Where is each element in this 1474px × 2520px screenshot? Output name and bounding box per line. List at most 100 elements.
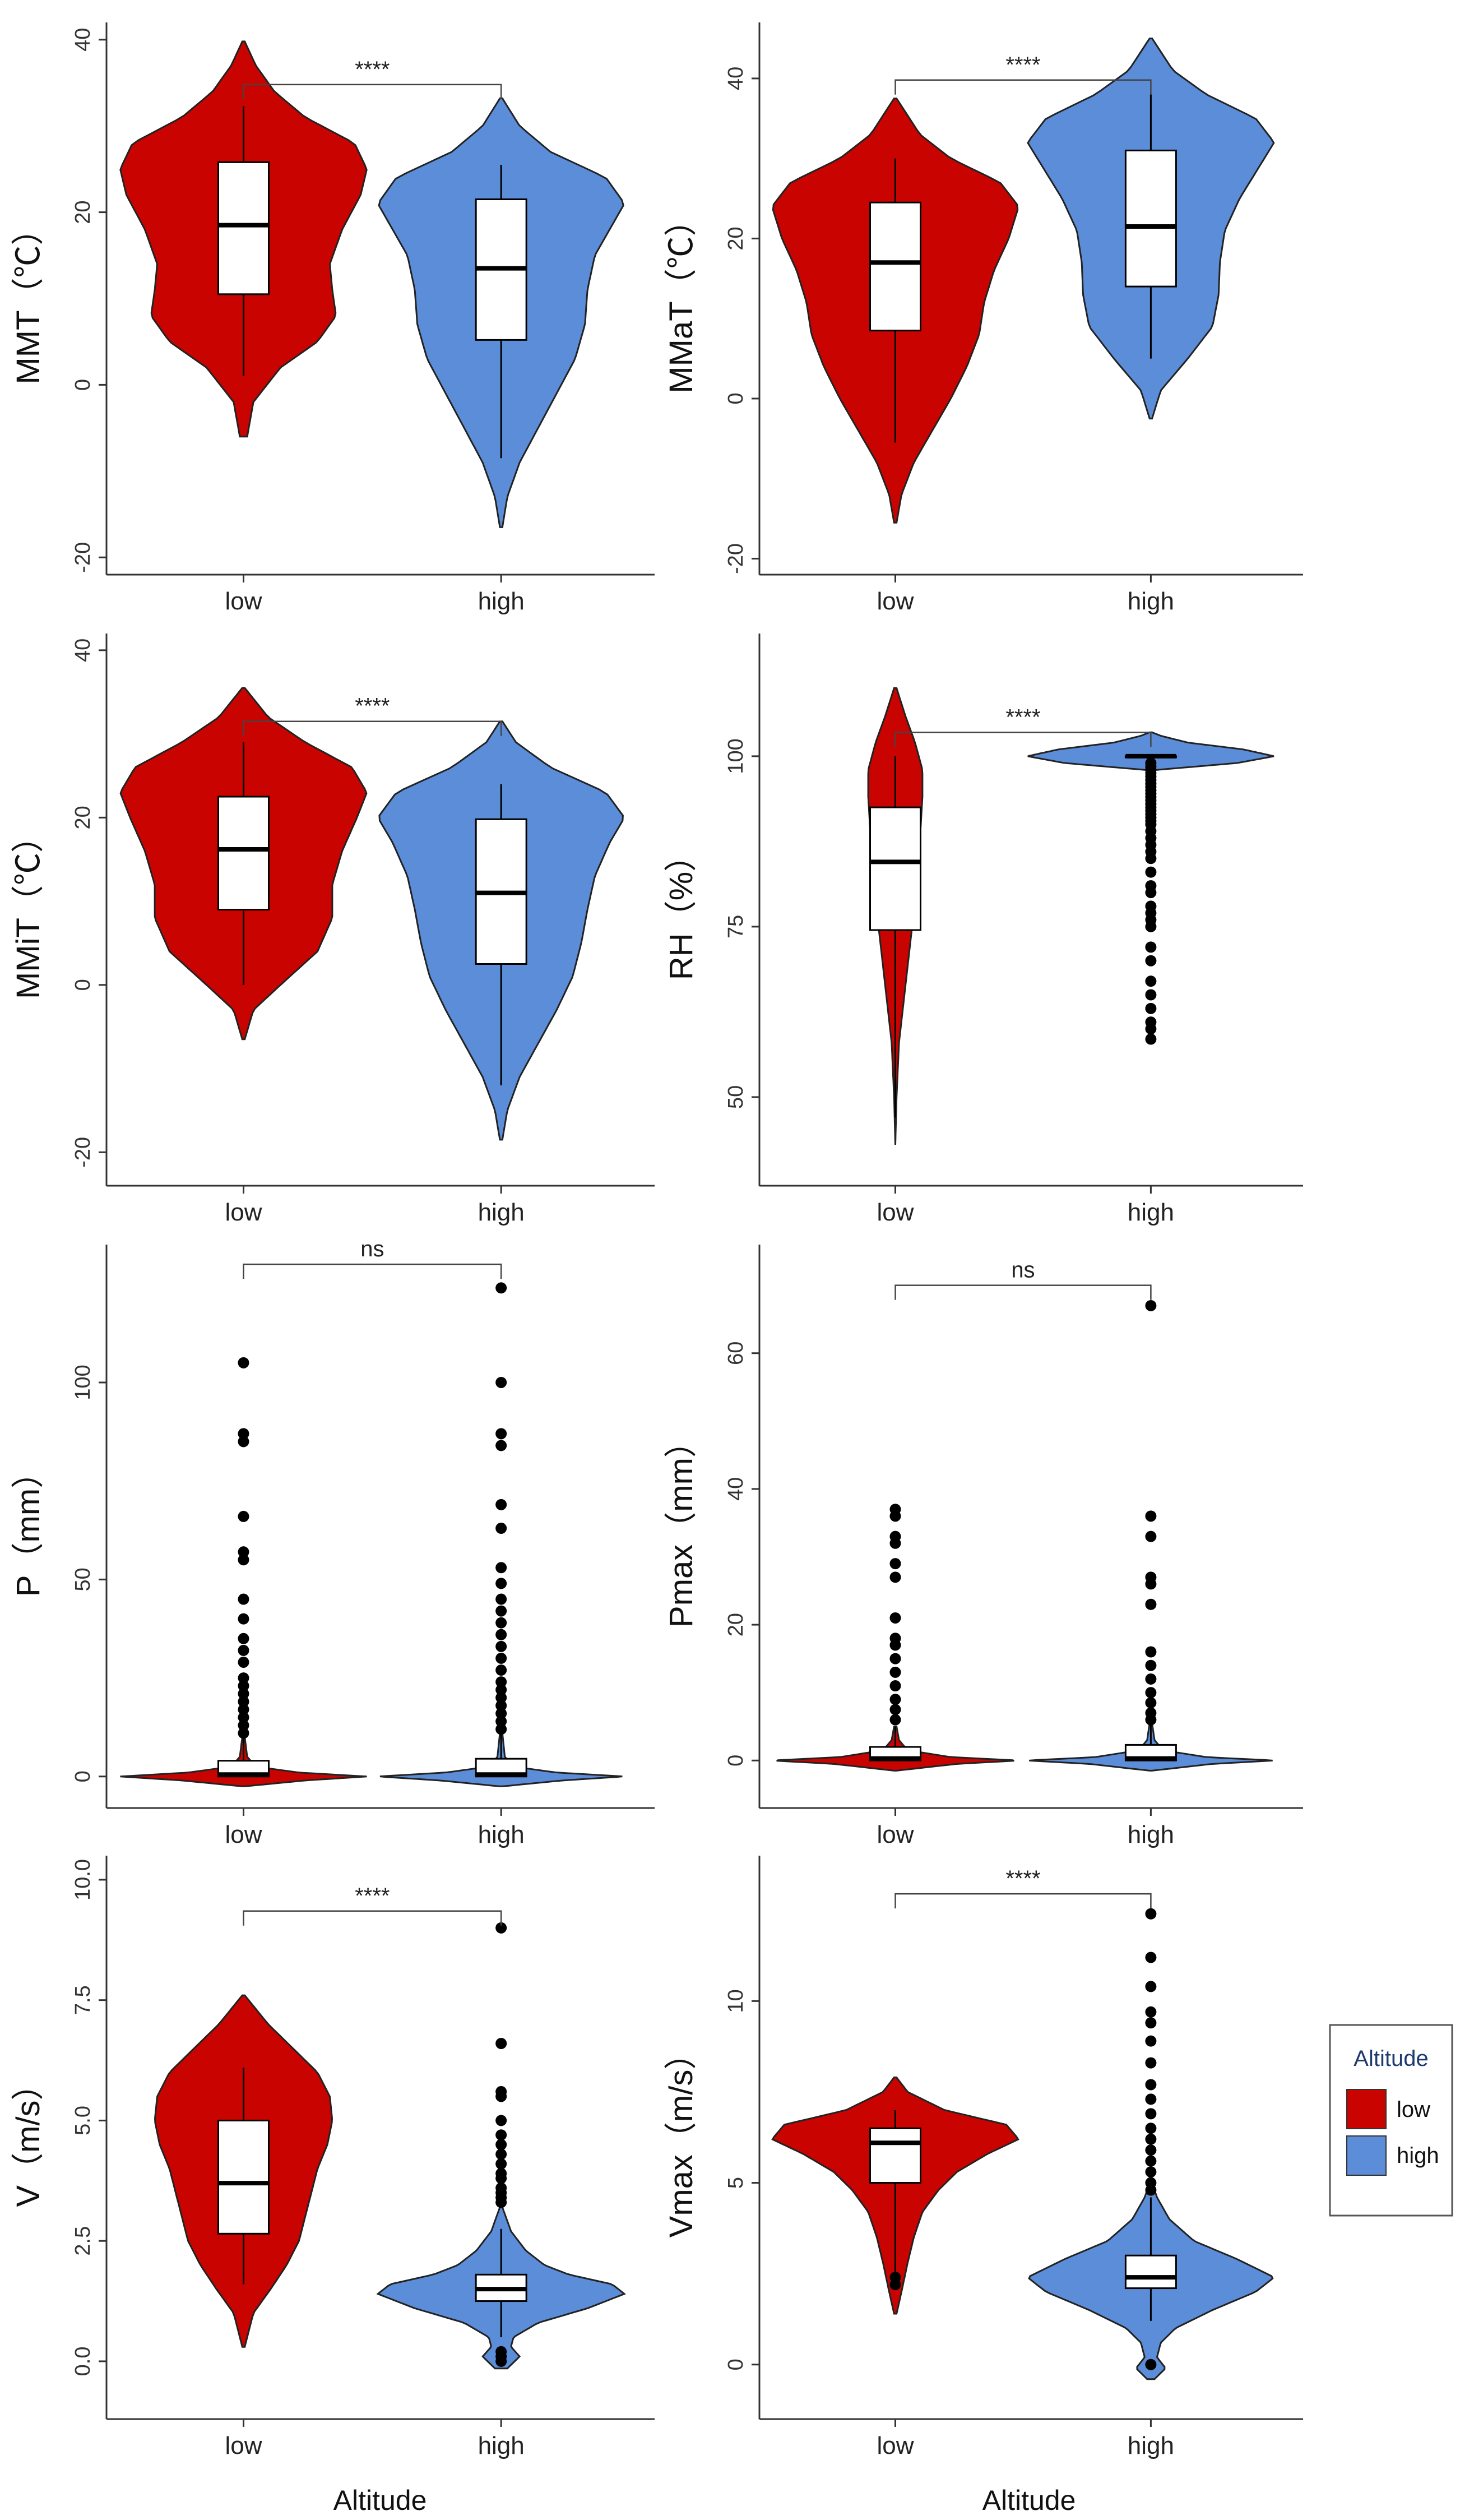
series-high	[376, 1922, 626, 2370]
outlier-point	[238, 1357, 249, 1368]
outlier-point	[495, 1664, 507, 1676]
outlier-point	[1145, 2079, 1157, 2091]
significance-bracket	[243, 1263, 502, 1279]
x-tick-label-low: low	[225, 588, 262, 615]
y-tick-label: 2.5	[71, 2226, 95, 2256]
legend-label-high: high	[1397, 2143, 1439, 2168]
significance-bracket	[243, 84, 502, 99]
outlier-point	[1145, 1510, 1157, 1522]
outlier-point	[495, 1700, 507, 1712]
outlier-point	[495, 1593, 507, 1605]
outlier-point	[495, 1676, 507, 1688]
significance-label: ****	[355, 1884, 390, 1908]
outlier-point	[495, 1578, 507, 1589]
outlier-point	[1145, 2144, 1157, 2156]
outlier-point	[238, 1704, 249, 1716]
x-tick-label-low: low	[877, 1199, 914, 1226]
outlier-point	[1145, 1033, 1157, 1045]
y-tick-label: 5.0	[71, 2106, 95, 2135]
y-tick-label: 75	[724, 915, 748, 938]
series-high	[1028, 1908, 1274, 2380]
x-tick-label-high: high	[478, 2432, 525, 2459]
box-low	[869, 201, 921, 332]
outlier-point	[1145, 2133, 1157, 2145]
outlier-point	[238, 1546, 249, 1558]
series-low	[120, 1357, 367, 1787]
significance-label: ****	[1005, 53, 1040, 77]
y-tick-label: 0	[724, 392, 748, 404]
outlier-point	[1145, 1659, 1157, 1671]
outlier-point	[1145, 941, 1157, 953]
x-tick-label-low: low	[225, 2432, 262, 2459]
series-low	[119, 40, 368, 438]
outlier-point	[1145, 866, 1157, 878]
box-high	[1124, 149, 1177, 288]
outlier-point	[238, 1510, 249, 1522]
outlier-point	[1145, 975, 1157, 987]
box-low	[217, 2119, 270, 2235]
outlier-point	[495, 2129, 507, 2141]
series-low	[772, 98, 1019, 524]
outlier-point	[1145, 2108, 1157, 2120]
x-tick-label-low: low	[877, 588, 914, 615]
panel-2: -20 0 20 40 MMaT（℃） low high ****	[663, 22, 1303, 615]
outlier-point	[1145, 2035, 1157, 2047]
significance-label: ****	[1005, 1866, 1040, 1891]
significance-bracket	[243, 1910, 502, 1926]
outlier-point	[238, 1436, 249, 1448]
outlier-point	[495, 1652, 507, 1664]
y-tick-label: 0	[724, 2359, 748, 2370]
outlier-point	[495, 1684, 507, 1696]
y-tick-label: -20	[724, 543, 748, 574]
outlier-point	[1145, 1531, 1157, 1542]
outlier-point	[495, 1440, 507, 1451]
x-tick-label-high: high	[1128, 1821, 1174, 1848]
y-axis-label: Vmax（m/s）	[663, 2037, 699, 2238]
outlier-point	[1145, 1002, 1157, 1014]
panel-8: 0 5 10 Vmax（m/s） low high ****	[663, 1856, 1303, 2459]
outlier-point	[495, 2115, 507, 2126]
y-tick-label: 0	[71, 1770, 95, 1782]
outlier-point	[889, 2279, 901, 2291]
outlier-point	[495, 1708, 507, 1719]
significance-label: ****	[355, 57, 390, 82]
outlier-point	[1145, 1646, 1157, 1658]
outlier-point	[495, 1499, 507, 1510]
outlier-point	[495, 1640, 507, 1652]
outlier-point	[238, 1712, 249, 1723]
outlier-point	[889, 1537, 901, 1549]
outlier-point	[495, 2355, 507, 2367]
outlier-point	[889, 1704, 901, 1716]
outlier-point	[238, 1554, 249, 1566]
outlier-point	[889, 1612, 901, 1624]
outlier-point	[238, 1727, 249, 1739]
y-axis-label: MMaT（℃）	[663, 204, 699, 393]
outlier-point	[495, 2148, 507, 2160]
series-high	[1029, 1300, 1273, 1772]
outlier-point	[1145, 2166, 1157, 2178]
series-low	[867, 687, 924, 1145]
outlier-point	[1145, 887, 1157, 899]
panel-4: 50 75 100 RH（%） low high ****	[663, 634, 1303, 1226]
legend-label-low: low	[1397, 2097, 1430, 2122]
y-tick-label: 7.5	[71, 1985, 95, 2015]
significance-bracket	[894, 732, 1152, 747]
series-low	[119, 687, 368, 1041]
outlier-point	[495, 1282, 507, 1294]
outlier-point	[238, 1593, 249, 1605]
outlier-point	[495, 1428, 507, 1440]
x-axis-title-left: Altitude	[333, 2485, 427, 2516]
y-tick-label: 0	[71, 379, 95, 391]
series-high	[378, 97, 624, 528]
y-axis-label: MMT（℃）	[10, 212, 47, 384]
outlier-point	[495, 2139, 507, 2151]
x-tick-label-low: low	[877, 1821, 914, 1848]
x-tick-label-high: high	[478, 1199, 525, 1226]
y-tick-label: 50	[724, 1085, 748, 1109]
significance-label: ns	[360, 1237, 384, 1261]
series-low	[771, 2077, 1019, 2315]
x-tick-label-high: high	[1128, 588, 1174, 615]
panel-7: 0.0 2.5 5.0 7.5 10.0 V（m/s） low high ****	[10, 1856, 655, 2459]
panel-6: 0 20 40 60 Pmax（mm） low high ns	[663, 1245, 1303, 1848]
